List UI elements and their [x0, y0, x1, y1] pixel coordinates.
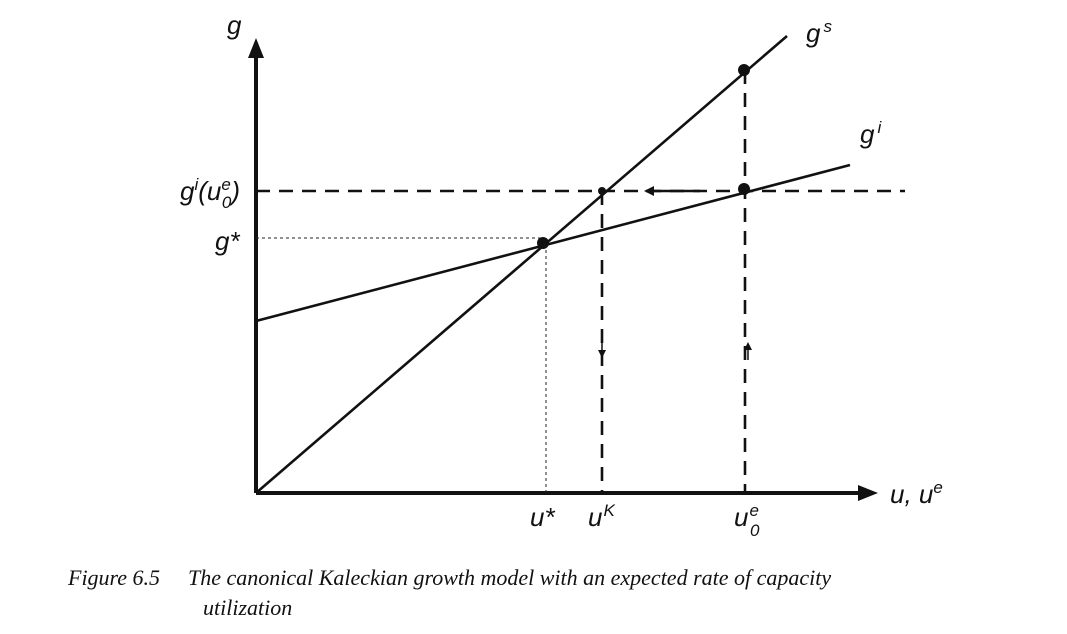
uK-intersection-point [598, 187, 606, 195]
y-axis-arrowhead [248, 38, 264, 58]
y-axis-label: g [227, 10, 242, 40]
x-axis-arrowhead [858, 485, 878, 501]
y-tick-gi-u0e: gi(ue 0) [180, 175, 240, 212]
caption-text-line2: utilization [203, 595, 293, 620]
gs-u0e-point [738, 64, 750, 76]
x-axis-label: u, ue [890, 478, 943, 509]
x-tick-ustar: u* [530, 502, 555, 532]
equilibrium-point [537, 237, 549, 249]
caption-text-line1: The canonical Kaleckian growth model wit… [188, 565, 832, 590]
figure-number: Figure 6.5 [68, 565, 161, 590]
gs-line [255, 35, 788, 494]
y-tick-gstar: g* [215, 226, 240, 256]
x-tick-uK: uK [588, 501, 615, 532]
figure-caption: Figure 6.5 The canonical Kaleckian growth… [68, 563, 1028, 623]
gi-u0e-point [738, 183, 750, 195]
x-tick-u0e: ue 0 [734, 501, 760, 540]
gi-line [255, 163, 851, 323]
